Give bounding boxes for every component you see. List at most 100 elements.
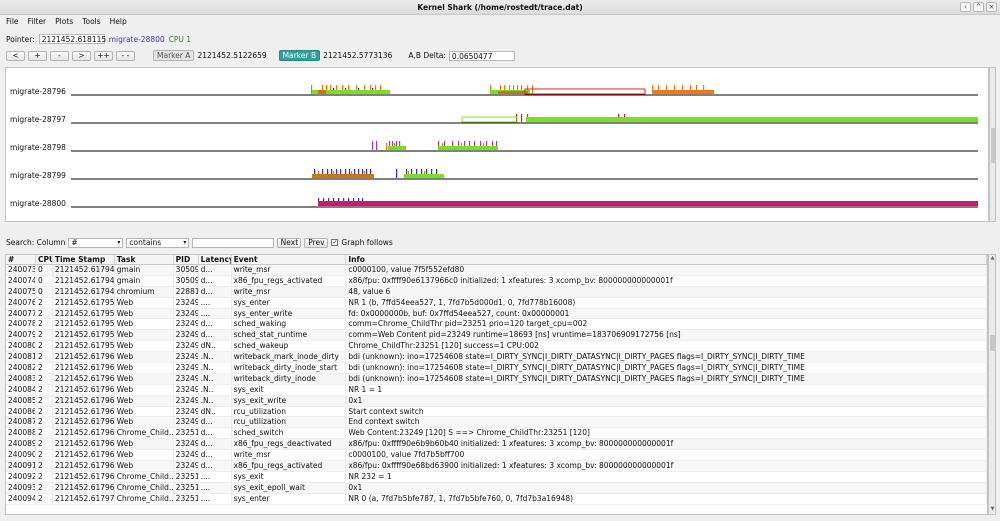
- graph-scrollbar[interactable]: [989, 67, 996, 222]
- table-cell: 23251: [175, 471, 199, 482]
- zoom-in-button[interactable]: +: [28, 50, 47, 61]
- scroll-left-button[interactable]: <: [6, 50, 25, 61]
- event-tick: [703, 85, 705, 94]
- marker-b-button[interactable]: Marker B: [278, 50, 321, 61]
- table-cell: 2121452.617966: [54, 439, 115, 450]
- menu-help[interactable]: Help: [109, 17, 127, 26]
- table-row[interactable]: 240091 2 2121452.617966 Web 23249 d... x86_fpu…: [6, 461, 987, 472]
- event-tick: [500, 85, 502, 94]
- pointer-task: migrate-28800: [108, 34, 165, 44]
- table-row[interactable]: 240085 2 2121452.617963 Web 23249 .N.. sys_exi…: [6, 395, 987, 407]
- window-title: Kernel Shark (/home/rostedt/trace.dat): [417, 3, 583, 12]
- column-header[interactable]: Latency: [200, 255, 232, 264]
- column-header[interactable]: PID: [174, 255, 199, 264]
- table-cell: Chrome_ChildThr:23251 [120] success=1 CP…: [346, 341, 987, 352]
- column-header[interactable]: Info: [346, 255, 987, 264]
- menu-tools[interactable]: Tools: [82, 17, 101, 26]
- menu-file[interactable]: File: [6, 17, 19, 26]
- table-cell: x86_fpu_regs_deactivated: [232, 439, 347, 450]
- close-button[interactable]: ×: [986, 2, 997, 12]
- scroll-right-button[interactable]: >: [72, 50, 91, 61]
- event-tick: [504, 85, 506, 94]
- event-tick: [411, 169, 413, 178]
- task-row-label: migrate-28797: [10, 115, 66, 124]
- search-input[interactable]: [192, 237, 275, 248]
- table-row[interactable]: 240074 0 2121452.617946 gmain 30509 d... x86_f…: [6, 275, 987, 287]
- scroll-up-icon[interactable]: ▲: [990, 255, 995, 261]
- table-scrollbar[interactable]: ▲ ▼: [988, 254, 996, 515]
- table-cell: 2121452.617971: [54, 493, 115, 504]
- event-tick: [496, 141, 498, 150]
- table-row[interactable]: 240092 2 2121452.617968 Chrome_Child... 2325…: [6, 471, 987, 483]
- table-row[interactable]: 240081 2 2121452.617960 Web 23249 .N.. writeba…: [6, 352, 987, 364]
- event-tick: [389, 141, 391, 150]
- table-scroll-thumb[interactable]: [990, 335, 995, 351]
- event-tick: [406, 169, 408, 178]
- table-cell: NR 232 = 1: [346, 471, 987, 482]
- table-row[interactable]: 240078 2 2121452.617957 Web 23249 d... sched_w…: [6, 319, 987, 331]
- column-header[interactable]: #: [6, 255, 36, 264]
- graph-scroll-thumb[interactable]: [991, 128, 995, 163]
- event-tick: [474, 141, 476, 150]
- menu-plots[interactable]: Plots: [55, 17, 74, 26]
- zoom-min-button[interactable]: - -: [116, 50, 135, 61]
- event-tick: [674, 85, 676, 94]
- table-cell: bdi (unknown): ino=17254608 state=I_DIRT…: [346, 352, 987, 363]
- zoom-out-button[interactable]: -: [50, 50, 69, 61]
- zoom-max-button[interactable]: ++: [94, 50, 113, 61]
- maximize-button[interactable]: ^: [973, 2, 984, 12]
- activity-bar: [312, 90, 390, 94]
- marker-a-button[interactable]: Marker A: [153, 50, 195, 61]
- table-row[interactable]: 240093 2 2121452.617968 Chrome_Child... 2325…: [6, 482, 987, 494]
- table-row[interactable]: 240087 2 2121452.617964 Web 23249 d... rcu_uti…: [6, 417, 987, 429]
- table-cell: 240093: [8, 482, 36, 493]
- table-row[interactable]: 240075 0 2121452.617947 chromium 22881 d... wr…: [6, 286, 987, 298]
- event-tick: [509, 85, 511, 94]
- menu-filter[interactable]: Filter: [27, 17, 47, 26]
- table-cell: Web: [115, 384, 174, 395]
- table-row[interactable]: 240090 2 2121452.617966 Web 23249 d... write_m…: [6, 450, 987, 462]
- table-row[interactable]: 240079 2 2121452.617958 Web 23249 d... sched_s…: [6, 330, 987, 342]
- search-prev-button[interactable]: Prev: [304, 237, 329, 248]
- table-row[interactable]: 240094 2 2121452.617971 Chrome_Child... 2325…: [6, 493, 987, 505]
- table-cell: 23249: [175, 319, 199, 330]
- table-cell: 240089: [8, 439, 36, 450]
- table-row[interactable]: 240089 2 2121452.617966 Web 23249 d... x86_fpu…: [6, 439, 987, 451]
- search-column-select[interactable]: # ▾: [68, 237, 124, 248]
- table-cell: d...: [199, 439, 232, 450]
- trace-graph[interactable]: migrate-28796 migrate-28797 migrate-28798 m…: [5, 67, 989, 222]
- table-row[interactable]: 240082 2 2121452.617961 Web 23249 .N.. writeba…: [6, 363, 987, 374]
- column-header[interactable]: Task: [115, 255, 174, 264]
- table-row[interactable]: 240076 2 2121452.617953 Web 23249.... sys_ent…: [6, 297, 987, 309]
- column-header[interactable]: CPU: [36, 255, 53, 264]
- table-row[interactable]: 240084 2 2121452.617963 Web 23249 .N.. sys_exi…: [6, 384, 987, 396]
- table-cell: d...: [199, 417, 232, 428]
- table-row[interactable]: 240077 2 2121452.617954 Web 23249.... sys_ent…: [6, 308, 987, 320]
- trace-graph-canvas[interactable]: migrate-28796 migrate-28797 migrate-28798 m…: [6, 68, 988, 221]
- table-row[interactable]: 240088 2 2121452.617965 Chrome_Child... 2325…: [6, 428, 987, 440]
- minimize-button[interactable]: ‹: [960, 2, 971, 12]
- activity-bar: [498, 91, 528, 94]
- selection-box: [461, 116, 518, 123]
- table-row[interactable]: 240073 0 2121452.617945 gmain 30509 d... write…: [6, 265, 987, 276]
- table-cell: Web Content:23249 [120] S ==> Chrome_Chi…: [346, 428, 987, 439]
- delta-value: 0.0650477: [448, 50, 515, 61]
- event-tick: [521, 114, 523, 122]
- activity-bar: [652, 90, 714, 94]
- table-cell: 2: [36, 373, 53, 384]
- scroll-down-icon[interactable]: ▼: [990, 506, 995, 512]
- graph-follows-checkbox[interactable]: ✓: [331, 239, 339, 246]
- table-row[interactable]: 240083 2 2121452.617962 Web 23249 .N.. writeba…: [6, 373, 987, 385]
- column-header[interactable]: Event: [232, 255, 347, 264]
- table-row[interactable]: 240080 2 2121452.617959 Web 23249 dN.. sched_w…: [6, 341, 987, 353]
- table-cell: 2121452.617947: [54, 286, 115, 297]
- task-row-label: migrate-28796: [10, 87, 66, 96]
- table-row[interactable]: 240086 2 2121452.617964 Web 23249 dN.. rcu_uti…: [6, 406, 987, 418]
- event-tick: [322, 85, 324, 94]
- search-op-select[interactable]: contains ▾: [126, 237, 190, 248]
- column-header[interactable]: Time Stamp: [53, 255, 115, 264]
- search-next-button[interactable]: Next: [277, 237, 302, 248]
- table-cell: .N..: [199, 384, 232, 395]
- table-cell: 23249: [175, 461, 199, 471]
- event-tick: [666, 85, 668, 94]
